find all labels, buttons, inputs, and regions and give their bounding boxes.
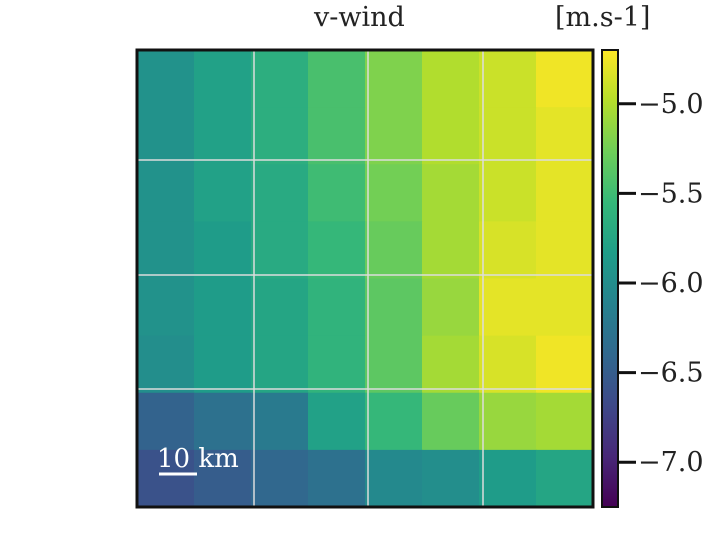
heatmap-cell (536, 278, 594, 337)
chart-title: v-wind (314, 2, 405, 33)
heatmap-cell (479, 335, 537, 394)
heatmap-cell (422, 278, 480, 337)
heatmap-cell (137, 278, 195, 337)
heatmap-cell (365, 335, 423, 394)
heatmap-cell (536, 107, 594, 165)
heatmap-cell (137, 221, 195, 280)
heatmap-cell (536, 221, 594, 280)
heatmap-cell (422, 50, 480, 108)
colorbar-ticks: −5.0 −5.5 −6.0 −6.5 −7.0 (618, 89, 704, 478)
heatmap-cell (194, 278, 252, 337)
heatmap-cell (308, 278, 366, 337)
grid-lines (137, 50, 593, 507)
heatmap-cell (536, 449, 594, 508)
scale-bar-label: 10 km (157, 444, 239, 474)
colorbar-tick-label: −6.5 (638, 358, 704, 389)
heatmap-cell (422, 449, 480, 508)
heatmap-cell (194, 107, 252, 165)
heatmap-cell (479, 107, 537, 165)
heatmap-cell (194, 50, 252, 108)
heatmap-cell (137, 50, 195, 108)
heatmap-cell (308, 221, 366, 280)
units-label: [m.s-1] (555, 2, 651, 33)
heatmap-cell (194, 449, 252, 508)
heatmap-cell (365, 107, 423, 165)
heatmap-cell (308, 335, 366, 394)
heatmap-cell (479, 221, 537, 280)
heatmap-cell (308, 50, 366, 108)
heatmap-cell (536, 335, 594, 394)
heatmap-cell (479, 449, 537, 508)
heatmap-cell (365, 392, 423, 451)
heatmap-cell (536, 50, 594, 108)
heatmap-cell (137, 107, 195, 165)
heatmap-cell (479, 50, 537, 108)
heatmap-cell (251, 449, 309, 508)
heatmap-cell (479, 164, 537, 222)
heatmap-cell (308, 164, 366, 222)
heatmap-cell (365, 221, 423, 280)
heatmap-cell (194, 221, 252, 280)
heatmap-cell (251, 107, 309, 165)
heatmap-cell (251, 392, 309, 451)
heatmap-cell (422, 392, 480, 451)
heatmap-cell (365, 449, 423, 508)
heatmap-cell (365, 164, 423, 222)
heatmap-cell (308, 107, 366, 165)
colorbar-tick-label: −5.5 (638, 178, 704, 209)
heatmap-cell (137, 164, 195, 222)
heatmap-cell (365, 50, 423, 108)
heatmap-cell (137, 392, 195, 451)
heatmap-cell (251, 335, 309, 394)
colorbar-tick-label: −5.0 (638, 89, 704, 120)
heatmap-cell (137, 335, 195, 394)
heatmap-cell (251, 221, 309, 280)
heatmap-cells (137, 50, 594, 508)
heatmap-cell (422, 107, 480, 165)
plot-frame (135, 48, 595, 509)
colorbar (601, 49, 619, 508)
heatmap-cell (308, 449, 366, 508)
heatmap-cell (194, 335, 252, 394)
heatmap-cell (479, 278, 537, 337)
heatmap-cell (251, 278, 309, 337)
heatmap-cell (251, 50, 309, 108)
heatmap-cell (536, 392, 594, 451)
heatmap-cell (536, 164, 594, 222)
heatmap-cell (194, 164, 252, 222)
heatmap-cell (422, 164, 480, 222)
heatmap-cell (308, 392, 366, 451)
colorbar-tick-label: −7.0 (638, 447, 704, 478)
heatmap-cell (251, 164, 309, 222)
colorbar-tick-label: −6.0 (638, 268, 704, 299)
heatmap-cell (365, 278, 423, 337)
heatmap-cell (479, 392, 537, 451)
heatmap-cell (422, 335, 480, 394)
heatmap-cell (422, 221, 480, 280)
heatmap-cell (137, 449, 195, 508)
heatmap-cell (194, 392, 252, 451)
